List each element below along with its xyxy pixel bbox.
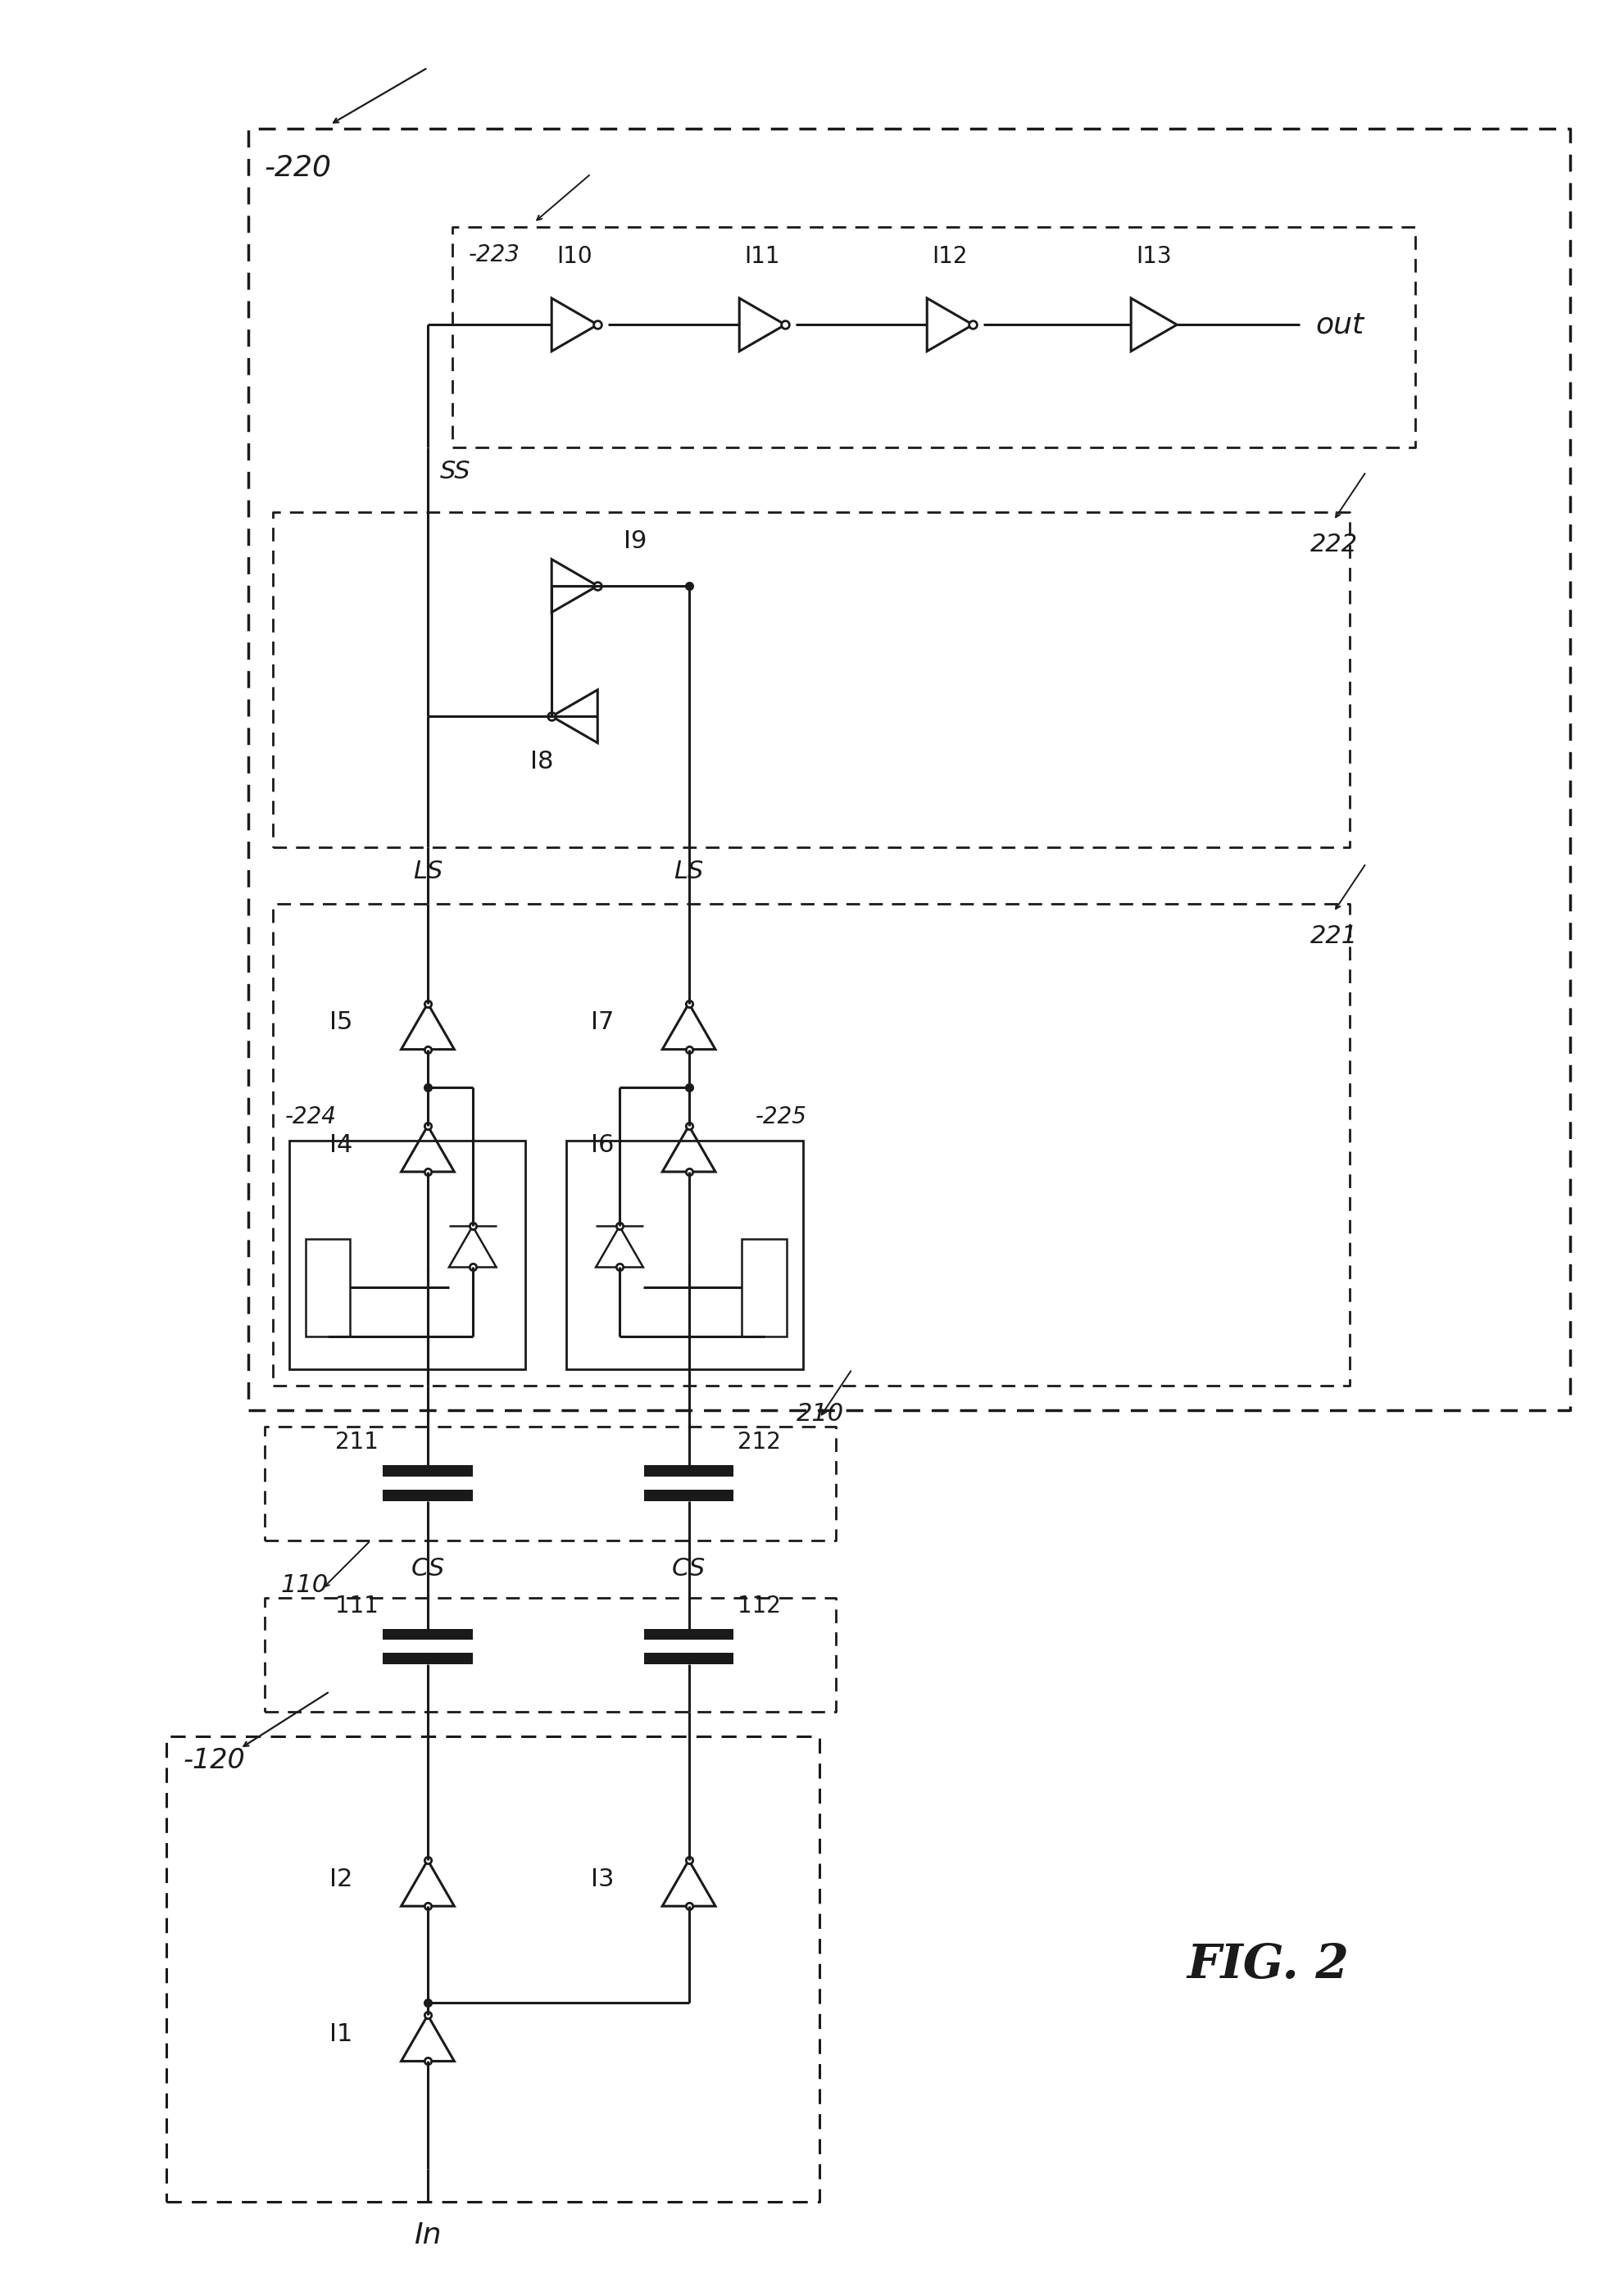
Text: I10: I10 — [558, 246, 593, 269]
Text: I2: I2 — [330, 1867, 352, 1892]
Bar — [383, 1490, 472, 1502]
Bar — [383, 1628, 472, 1639]
Bar — [645, 1465, 734, 1476]
Text: -220: -220 — [265, 154, 331, 181]
Bar — [742, 1238, 787, 1336]
Text: FIG. 2: FIG. 2 — [1188, 1942, 1349, 1988]
Text: I13: I13 — [1136, 246, 1172, 269]
Text: In: In — [414, 2223, 441, 2250]
Text: out: out — [1315, 310, 1364, 338]
Bar — [645, 1490, 734, 1502]
Bar — [383, 1653, 472, 1665]
Bar — [383, 1465, 472, 1476]
Text: 112: 112 — [739, 1593, 781, 1616]
Text: 222: 222 — [1311, 533, 1357, 556]
Text: 111: 111 — [336, 1593, 378, 1616]
Text: CS: CS — [672, 1557, 706, 1582]
Text: I9: I9 — [624, 528, 646, 553]
Text: 212: 212 — [739, 1430, 781, 1453]
Text: I7: I7 — [591, 1010, 614, 1033]
Text: I5: I5 — [330, 1010, 352, 1033]
Text: -225: -225 — [756, 1104, 806, 1127]
Text: 210: 210 — [797, 1403, 844, 1426]
Bar — [289, 1141, 525, 1368]
Text: I1: I1 — [330, 2023, 352, 2046]
Bar — [567, 1141, 803, 1368]
Text: LS: LS — [674, 859, 703, 884]
Text: -223: -223 — [469, 243, 520, 266]
Text: 211: 211 — [336, 1430, 378, 1453]
Text: -224: -224 — [284, 1104, 336, 1127]
Bar — [305, 1238, 351, 1336]
Text: LS: LS — [412, 859, 443, 884]
Text: I6: I6 — [591, 1132, 614, 1157]
Text: 110: 110 — [281, 1573, 328, 1598]
Bar — [645, 1653, 734, 1665]
Text: -120: -120 — [183, 1747, 246, 1775]
Text: I3: I3 — [591, 1867, 614, 1892]
Text: I11: I11 — [745, 246, 781, 269]
Text: I8: I8 — [530, 748, 554, 774]
Text: CS: CS — [410, 1557, 444, 1582]
Text: SS: SS — [440, 459, 470, 484]
Text: I12: I12 — [932, 246, 968, 269]
Bar — [645, 1628, 734, 1639]
Text: I4: I4 — [330, 1132, 352, 1157]
Text: 221: 221 — [1311, 925, 1357, 948]
